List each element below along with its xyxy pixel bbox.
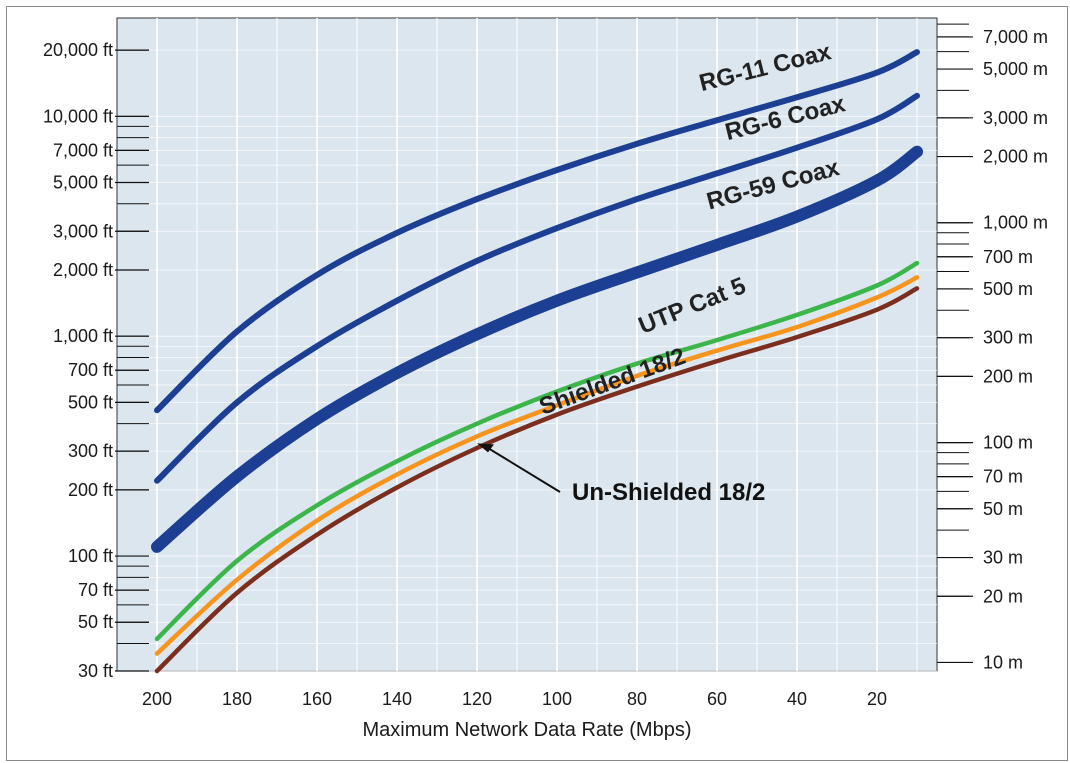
y-tick-label-ft: 3,000 ft (53, 221, 113, 241)
y-tick-label-m: 10 m (983, 652, 1023, 672)
series-line (154, 286, 920, 674)
y-tick-label-ft: 100 ft (68, 546, 113, 566)
y-tick-label-m: 300 m (983, 328, 1033, 348)
y-tick-label-m: 7,000 m (983, 27, 1048, 47)
series-line (151, 145, 923, 553)
x-tick-label: 120 (462, 689, 492, 709)
y-tick-label-ft: 5,000 ft (53, 172, 113, 192)
y-tick-label-m: 700 m (983, 247, 1033, 267)
y-tick-label-m: 3,000 m (983, 108, 1048, 128)
y-tick-label-m: 70 m (983, 467, 1023, 487)
y-tick-label-m: 5,000 m (983, 59, 1048, 79)
y-tick-label-ft: 30 ft (78, 661, 113, 681)
series-line (154, 92, 920, 484)
y-tick-label-m: 50 m (983, 499, 1023, 519)
series-line (154, 275, 920, 656)
y-tick-label-ft: 7,000 ft (53, 140, 113, 160)
x-tick-label: 80 (627, 689, 647, 709)
y-tick-label-ft: 20,000 ft (43, 40, 113, 60)
callout-arrow-line (486, 446, 561, 493)
y-tick-label-ft: 10,000 ft (43, 106, 113, 126)
y-tick-label-ft: 300 ft (68, 441, 113, 461)
y-tick-label-m: 30 m (983, 548, 1023, 568)
series-line (154, 49, 920, 414)
y-tick-label-ft: 700 ft (68, 360, 113, 380)
y-tick-label-ft: 2,000 ft (53, 260, 113, 280)
x-tick-label: 40 (787, 689, 807, 709)
series-line (154, 260, 920, 642)
y-tick-label-m: 500 m (983, 279, 1033, 299)
x-tick-label: 180 (222, 689, 252, 709)
y-tick-label-m: 200 m (983, 366, 1033, 386)
x-tick-label: 60 (707, 689, 727, 709)
y-tick-label-ft: 500 ft (68, 392, 113, 412)
y-tick-label-ft: 1,000 ft (53, 326, 113, 346)
callout-label: Un-Shielded 18/2 (572, 479, 765, 506)
x-tick-label: 140 (382, 689, 412, 709)
y-tick-label-m: 1,000 m (983, 213, 1048, 233)
x-tick-label: 160 (302, 689, 332, 709)
y-tick-label-m: 2,000 m (983, 147, 1048, 167)
x-tick-label: 20 (867, 689, 887, 709)
x-tick-label: 200 (142, 689, 172, 709)
x-axis-title: Maximum Network Data Rate (Mbps) (363, 719, 692, 741)
y-tick-label-m: 100 m (983, 433, 1033, 453)
y-tick-label-ft: 200 ft (68, 480, 113, 500)
x-tick-label: 100 (542, 689, 572, 709)
callout-arrow-head (477, 443, 494, 453)
y-tick-label-m: 20 m (983, 586, 1023, 606)
plot-area (116, 17, 938, 672)
y-tick-label-ft: 50 ft (78, 612, 113, 632)
y-tick-label-ft: 70 ft (78, 580, 113, 600)
